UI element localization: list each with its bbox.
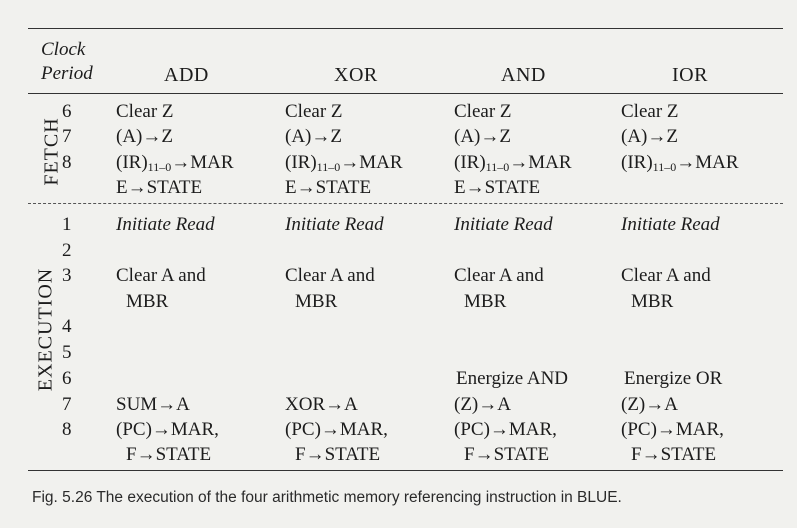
period-number: 6 bbox=[62, 101, 72, 122]
period-number: 7 bbox=[62, 394, 72, 415]
cell-xor: Clear A and bbox=[285, 265, 375, 286]
period-number: 8 bbox=[62, 152, 72, 173]
cell-and: Clear A and bbox=[454, 265, 544, 286]
cell-and: (IR)11–0→MAR bbox=[454, 152, 572, 174]
cell-and: F→STATE bbox=[464, 444, 550, 465]
cell-xor: Clear Z bbox=[285, 101, 343, 122]
cell-xor: (A)→Z bbox=[285, 126, 342, 147]
cell-and: (A)→Z bbox=[454, 126, 511, 147]
cell-xor: Initiate Read bbox=[285, 214, 384, 235]
cell-add: Initiate Read bbox=[116, 214, 215, 235]
period-number: 4 bbox=[62, 316, 72, 337]
period-number: 3 bbox=[62, 265, 72, 286]
period-label: Period bbox=[41, 63, 93, 84]
period-number: 6 bbox=[62, 368, 72, 389]
cell-ior: MBR bbox=[631, 291, 674, 312]
cell-add: Clear Z bbox=[116, 101, 174, 122]
phase-label-execution: EXECUTION bbox=[34, 267, 57, 392]
top-rule bbox=[28, 28, 783, 29]
column-header-xor: XOR bbox=[334, 64, 378, 86]
cell-add: (IR)11–0→MAR bbox=[116, 152, 234, 174]
cell-ior: F→STATE bbox=[631, 444, 717, 465]
column-header-ior: IOR bbox=[672, 64, 708, 86]
period-number: 7 bbox=[62, 126, 72, 147]
cell-and: Clear Z bbox=[454, 101, 512, 122]
cell-and: (PC)→MAR, bbox=[454, 419, 557, 440]
cell-and: E→STATE bbox=[454, 177, 541, 198]
cell-ior: Clear Z bbox=[621, 101, 679, 122]
period-number: 1 bbox=[62, 214, 72, 235]
cell-ior: (IR)11–0→MAR bbox=[621, 152, 739, 174]
cell-add: E→STATE bbox=[116, 177, 203, 198]
cell-add: Clear A and bbox=[116, 265, 206, 286]
column-header-add: ADD bbox=[164, 64, 209, 86]
cell-ior: (A)→Z bbox=[621, 126, 678, 147]
cell-ior: (PC)→MAR, bbox=[621, 419, 724, 440]
cell-and: Energize AND bbox=[456, 368, 569, 389]
cell-ior: (Z)→A bbox=[621, 394, 678, 415]
cell-and: (Z)→A bbox=[454, 394, 511, 415]
cell-xor: E→STATE bbox=[285, 177, 372, 198]
cell-ior: Initiate Read bbox=[621, 214, 720, 235]
cell-add: (A)→Z bbox=[116, 126, 173, 147]
header-rule bbox=[28, 93, 783, 94]
cell-add: (PC)→MAR, bbox=[116, 419, 219, 440]
cell-add: F→STATE bbox=[126, 444, 212, 465]
cell-ior: Clear A and bbox=[621, 265, 711, 286]
clock-period-header: Clock Period bbox=[41, 38, 93, 86]
cell-and: Initiate Read bbox=[454, 214, 553, 235]
figure-caption: Fig. 5.26 The execution of the four arit… bbox=[32, 489, 622, 506]
cell-xor: (IR)11–0→MAR bbox=[285, 152, 403, 174]
column-header-and: AND bbox=[501, 64, 546, 86]
fetch-execution-divider bbox=[28, 203, 783, 204]
clock-label: Clock bbox=[41, 39, 86, 60]
cell-ior: Energize OR bbox=[624, 368, 723, 389]
phase-label-fetch: FETCH bbox=[40, 117, 63, 186]
bottom-rule bbox=[28, 470, 783, 471]
period-number: 8 bbox=[62, 419, 72, 440]
cell-xor: F→STATE bbox=[295, 444, 381, 465]
cell-and: MBR bbox=[464, 291, 507, 312]
cell-xor: MBR bbox=[295, 291, 338, 312]
period-number: 2 bbox=[62, 240, 72, 261]
cell-xor: XOR→A bbox=[285, 394, 358, 415]
cell-add: SUM→A bbox=[116, 394, 190, 415]
cell-xor: (PC)→MAR, bbox=[285, 419, 388, 440]
cell-add: MBR bbox=[126, 291, 169, 312]
period-number: 5 bbox=[62, 342, 72, 363]
